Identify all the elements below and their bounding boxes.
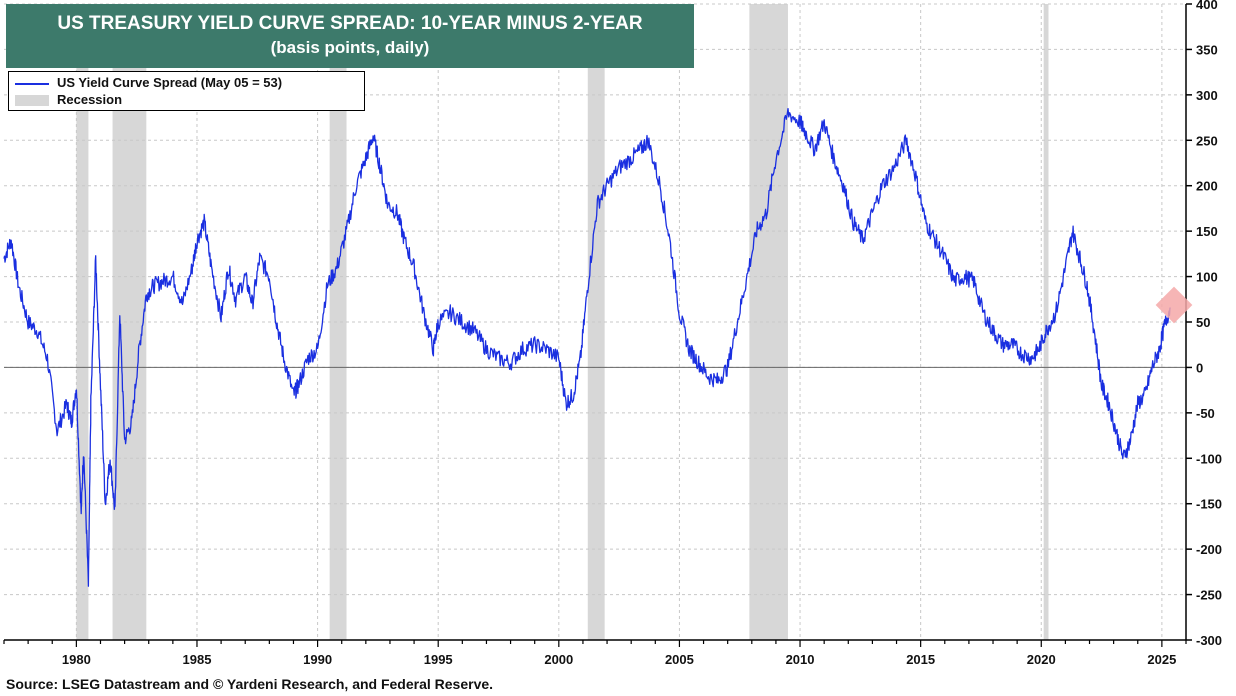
legend-recession-label: Recession — [57, 92, 123, 107]
grid-lines — [4, 3, 1186, 641]
x-tick-labels: 1980 1985 1990 1995 2000 2005 2010 2015 2020 2025 — [62, 652, 1176, 667]
x-tick-label: 1980 — [62, 652, 91, 667]
x-tick-label: 2020 — [1027, 652, 1056, 667]
x-tick-label: 2005 — [665, 652, 694, 667]
y-tick-label: 50 — [1196, 315, 1210, 330]
x-tick-label: 1990 — [303, 652, 332, 667]
legend-series-label: US Yield Curve Spread (May 05 = 53) — [57, 75, 283, 90]
y-tick-label: 200 — [1196, 179, 1218, 194]
x-tick-label: 2025 — [1147, 652, 1176, 667]
chart-title-box: US TREASURY YIELD CURVE SPREAD: 10-YEAR … — [6, 4, 694, 68]
recession-band — [1043, 4, 1049, 640]
x-tick-label: 2015 — [906, 652, 935, 667]
legend-recession-swatch — [15, 95, 49, 107]
chart-subtitle: (basis points, daily) — [270, 38, 430, 57]
legend-item-series: US Yield Curve Spread (May 05 = 53) — [15, 75, 282, 91]
series-line — [3, 107, 1171, 587]
recession-band — [329, 4, 347, 640]
y-tick-label: -300 — [1196, 633, 1222, 648]
chart-title: US TREASURY YIELD CURVE SPREAD: 10-YEAR … — [57, 13, 643, 34]
x-tick-label: 2000 — [544, 652, 573, 667]
y-tick-label: -50 — [1196, 406, 1215, 421]
x-tick-label: 1995 — [424, 652, 453, 667]
y-tick-label: 100 — [1196, 270, 1218, 285]
y-tick-label: 250 — [1196, 133, 1218, 148]
y-tick-label: 0 — [1196, 360, 1203, 375]
axes — [3, 3, 1192, 647]
y-tick-label: -150 — [1196, 497, 1222, 512]
y-tick-labels: 400 350 300 250 200 150 100 50 0 -50 -100 -150 -200 -… — [1196, 0, 1222, 648]
legend-item-recession: Recession — [15, 92, 122, 108]
legend: US Yield Curve Spread (May 05 = 53) Rece… — [8, 71, 365, 111]
y-tick-label: 300 — [1196, 88, 1218, 103]
y-tick-label: -250 — [1196, 588, 1222, 603]
source-note: Source: LSEG Datastream and © Yardeni Re… — [6, 676, 494, 692]
y-tick-label: 350 — [1196, 42, 1218, 57]
series-layer — [3, 107, 1171, 587]
y-tick-label: 400 — [1196, 0, 1218, 12]
x-tick-label: 2010 — [786, 652, 815, 667]
legend-line-swatch — [15, 82, 49, 85]
x-tick-label: 1985 — [183, 652, 212, 667]
recession-band — [587, 4, 605, 640]
y-tick-label: -200 — [1196, 542, 1222, 557]
y-tick-label: -100 — [1196, 451, 1222, 466]
y-tick-label: 150 — [1196, 224, 1218, 239]
